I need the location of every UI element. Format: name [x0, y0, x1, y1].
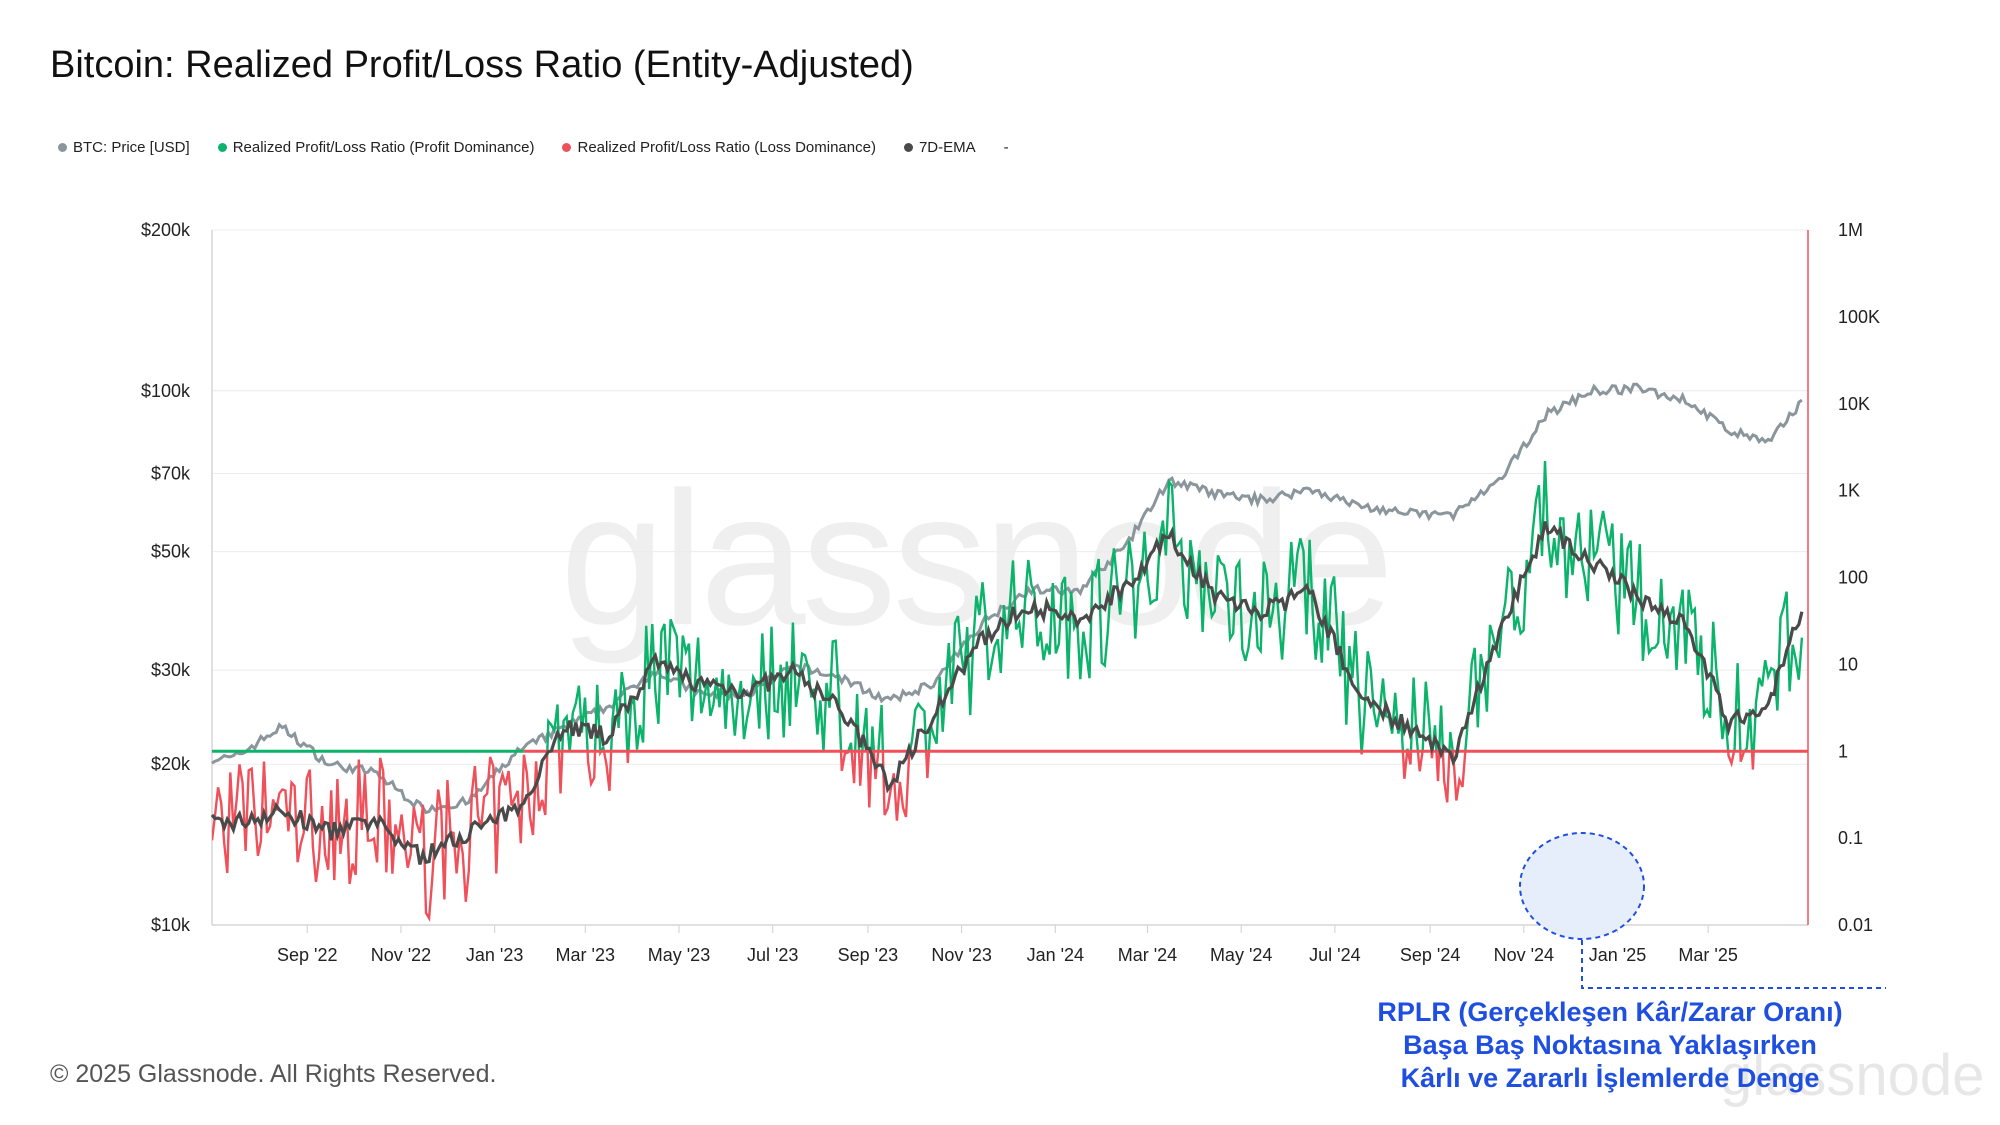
tick-labels: $10k $20k $30k $50k $70k $100k $200k 0.01 0.1 1 10… [141, 220, 1880, 965]
legend-dash-label: - [1003, 139, 1009, 156]
x-tick-label: Mar '24 [1118, 945, 1177, 965]
x-tick-label: Nov '22 [371, 945, 431, 965]
y-right-tick-label: 1 [1838, 741, 1848, 761]
copyright: © 2025 Glassnode. All Rights Reserved. [50, 1060, 497, 1088]
ema-line [210, 521, 1804, 865]
y-right-tick-label: 1K [1838, 481, 1860, 501]
y-left-tick-label: $70k [151, 464, 191, 484]
x-tick-label: Nov '23 [931, 945, 991, 965]
x-tick-label: Jul '23 [747, 945, 798, 965]
legend-item-ema[interactable]: 7D-EMA [903, 139, 976, 156]
y-right-tick-label: 100K [1838, 307, 1880, 327]
profit-dominance-line [546, 461, 1804, 752]
annotation-circle [1519, 832, 1645, 940]
annotation-shapes [1519, 832, 1886, 989]
x-tick-label: Mar '25 [1678, 945, 1737, 965]
chart-title: Bitcoin: Realized Profit/Loss Ratio (Ent… [50, 44, 914, 86]
y-right-tick-label: 100 [1838, 568, 1868, 588]
legend-price-label: BTC: Price [USD] [73, 139, 190, 156]
x-tick-label: Jan '23 [466, 945, 523, 965]
y-right-tick-label: 1M [1838, 220, 1863, 240]
y-right-tick-label: 0.1 [1838, 828, 1863, 848]
x-tick-label: Sep '22 [277, 945, 338, 965]
x-tick-label: Jul '24 [1309, 945, 1360, 965]
watermark-corner: glassnode [1720, 1043, 1985, 1108]
annotation-text: RPLR (Gerçekleşen Kâr/Zarar Oranı) Başa … [1340, 996, 1880, 1095]
price-line [211, 382, 1803, 815]
legend: BTC: Price [USD] Realized Profit/Loss Ra… [58, 139, 1037, 156]
annotation-line-1: RPLR (Gerçekleşen Kâr/Zarar Oranı) [1377, 997, 1843, 1027]
legend-item-loss[interactable]: Realized Profit/Loss Ratio (Loss Dominan… [562, 139, 876, 156]
legend-profit-dot [217, 143, 227, 152]
annotation-line-3: Kârlı ve Zararlı İşlemlerde Denge [1400, 1063, 1820, 1093]
legend-ema-label: 7D-EMA [918, 139, 976, 156]
series-layer [210, 382, 1808, 922]
y-right-tick-label: 10K [1838, 394, 1870, 414]
loss-dominance-line [212, 751, 1755, 922]
annotation-connector [1581, 940, 1886, 989]
x-tick-label: Jan '24 [1027, 945, 1084, 965]
x-tick-label: Nov '24 [1494, 945, 1554, 965]
y-left-tick-label: $30k [151, 660, 191, 680]
x-tick-label: May '23 [648, 945, 710, 965]
x-tick-label: Mar '23 [556, 945, 615, 965]
y-right-tick-label: 0.01 [1838, 915, 1873, 935]
y-left-tick-label: $50k [151, 542, 191, 562]
y-left-tick-label: $200k [141, 220, 191, 240]
y-right-tick-label: 10 [1838, 654, 1858, 674]
legend-item-dash[interactable]: - [1004, 139, 1009, 156]
y-left-tick-label: $10k [151, 915, 191, 935]
y-left-tick-label: $100k [141, 381, 191, 401]
legend-price-dot [58, 143, 67, 152]
legend-item-profit[interactable]: Realized Profit/Loss Ratio (Profit Domin… [217, 139, 535, 156]
y-left-tick-label: $20k [151, 754, 191, 774]
legend-loss-dot [562, 143, 572, 152]
legend-profit-label: Realized Profit/Loss Ratio (Profit Domin… [232, 139, 535, 156]
x-tick-label: Jan '25 [1589, 945, 1646, 965]
x-tick-label: Sep '24 [1400, 945, 1461, 965]
x-tick-label: Sep '23 [838, 945, 899, 965]
watermark: glassnode [560, 453, 1394, 665]
legend-loss-label: Realized Profit/Loss Ratio (Loss Dominan… [577, 139, 876, 156]
legend-ema-dot [903, 143, 913, 152]
legend-item-price[interactable]: BTC: Price [USD] [58, 139, 190, 156]
x-tick-label: May '24 [1210, 945, 1272, 965]
annotation-line-2: Başa Baş Noktasına Yaklaşırken [1403, 1030, 1817, 1060]
